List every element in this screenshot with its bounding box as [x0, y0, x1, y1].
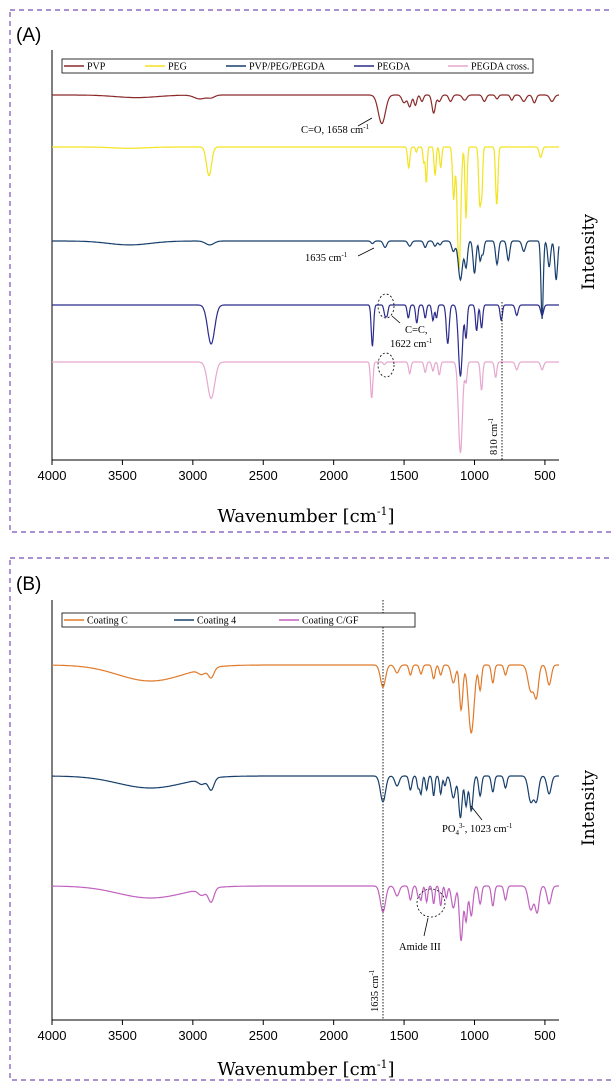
legend-label: PEGDA: [377, 62, 411, 73]
legend-label: PEGDA cross.: [471, 62, 529, 73]
legend-label: Coating 4: [197, 616, 236, 627]
panel-b-series: [52, 664, 559, 942]
annotation-cc-arrow: [391, 315, 401, 324]
x-tick-label: 500: [534, 1028, 556, 1043]
legend-label: Coating C: [87, 616, 128, 627]
panel-a-legend-box: [61, 58, 534, 74]
panel-a-label: (A): [16, 25, 41, 46]
series-line-coating-c: [52, 664, 559, 735]
annotation-po4: PO43-, 1023 cm-1: [442, 822, 513, 837]
x-tick-label: 500: [534, 468, 556, 483]
annotation-810: 810 cm-1: [487, 417, 500, 455]
panel-b-plot: 4000 3500 3000 2500 2000 1500 1000 500 Coating …: [38, 600, 599, 1080]
annotation-1635-a-arrow: [357, 247, 375, 257]
annotation-amide-iii: Amide III: [399, 942, 441, 953]
series-line-peg: [52, 146, 559, 270]
x-tick-label: 1500: [390, 468, 419, 483]
panel-b-legend-box: [61, 612, 416, 628]
legend-label: PVP: [87, 62, 106, 73]
annotation-1635-a: 1635 cm-1: [305, 251, 348, 264]
series-line-pegda-cross-: [52, 361, 559, 454]
panel-a-x-ticks: 4000 3500 3000 2500 2000 1500 1000 500: [38, 460, 556, 483]
panel-a-annotations: C=O, 1658 cm-1 1635 cm-1 C=C, 1622 cm-1 …: [301, 117, 503, 460]
panel-b-x-ticks: 4000 3500 3000 2500 2000 1500 1000 500: [38, 1020, 556, 1043]
x-tick-label: 3000: [178, 1028, 207, 1043]
x-tick-label: 2000: [319, 468, 348, 483]
panel-b-legend: Coating C Coating 4 Coating C/GF: [61, 612, 416, 628]
legend-label: Coating C/GF: [302, 616, 359, 627]
circle-amide-iii: [416, 888, 446, 918]
circle-pegda-cross: [377, 352, 395, 378]
x-tick-label: 3000: [178, 468, 207, 483]
series-line-pvp-peg-pegda: [52, 240, 560, 320]
annotation-cc-1: C=C,: [405, 325, 428, 336]
annotation-co-arrow: [357, 117, 373, 127]
series-line-pegda: [52, 304, 559, 377]
legend-label: PEG: [168, 62, 187, 73]
x-tick-label: 3500: [108, 468, 137, 483]
x-tick-label: 3500: [108, 1028, 137, 1043]
panel-a-series: [52, 94, 560, 454]
annotation-co-1658: C=O, 1658 cm-1: [301, 123, 370, 136]
panel-b-frame: [9, 557, 611, 1081]
x-tick-label: 2000: [319, 1028, 348, 1043]
x-tick-label: 2500: [249, 468, 278, 483]
panel-b-label: (B): [16, 574, 41, 595]
x-tick-label: 1500: [390, 1028, 419, 1043]
panel-b-y-label: Intensity: [579, 770, 599, 846]
panel-b-x-label: Wavenumber [cm-1]: [217, 1058, 394, 1080]
annotation-1635-b: 1635 cm-1: [368, 969, 381, 1012]
panel-a-plot: 4000 3500 3000 2500 2000 1500 1000 500 PVP PEG PV…: [38, 50, 599, 527]
series-line-coating-4: [52, 775, 559, 819]
panel-b-annotations: PO43-, 1023 cm-1 Amide III 1635 cm-1: [368, 805, 513, 1012]
x-tick-label: 2500: [249, 1028, 278, 1043]
annotation-amide-arrow: [423, 917, 429, 937]
panel-a-y-label: Intensity: [579, 214, 599, 290]
panel-a-frame: [9, 9, 611, 533]
x-tick-label: 4000: [38, 1028, 67, 1043]
panel-a-x-label: Wavenumber [cm-1]: [217, 505, 394, 527]
annotation-po4-arrow: [470, 805, 483, 821]
x-tick-label: 1000: [460, 468, 489, 483]
panel-a-legend: PVP PEG PVP/PEG/PEGDA PEGDA PEGDA cross.: [61, 58, 534, 74]
series-line-coating-c-gf: [52, 885, 559, 942]
x-tick-label: 1000: [460, 1028, 489, 1043]
series-line-pvp: [52, 94, 560, 125]
x-tick-label: 4000: [38, 468, 67, 483]
circle-c-c-1622: [377, 293, 395, 319]
annotation-cc-2: 1622 cm-1: [390, 337, 433, 350]
legend-label: PVP/PEG/PEGDA: [249, 62, 326, 73]
